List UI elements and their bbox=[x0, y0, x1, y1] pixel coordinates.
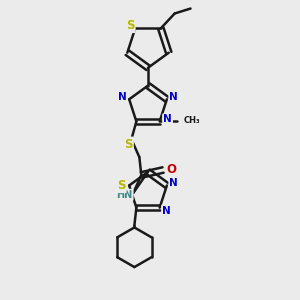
Text: S: S bbox=[126, 19, 134, 32]
Text: S: S bbox=[117, 179, 125, 192]
Text: N: N bbox=[118, 92, 127, 102]
Text: N: N bbox=[169, 178, 178, 188]
Text: N: N bbox=[162, 206, 171, 216]
Text: O: O bbox=[166, 164, 176, 176]
Text: N: N bbox=[169, 92, 178, 102]
Text: N: N bbox=[163, 115, 172, 124]
Text: S: S bbox=[124, 138, 133, 151]
Text: CH₃: CH₃ bbox=[183, 116, 200, 125]
Text: HN: HN bbox=[116, 190, 133, 200]
